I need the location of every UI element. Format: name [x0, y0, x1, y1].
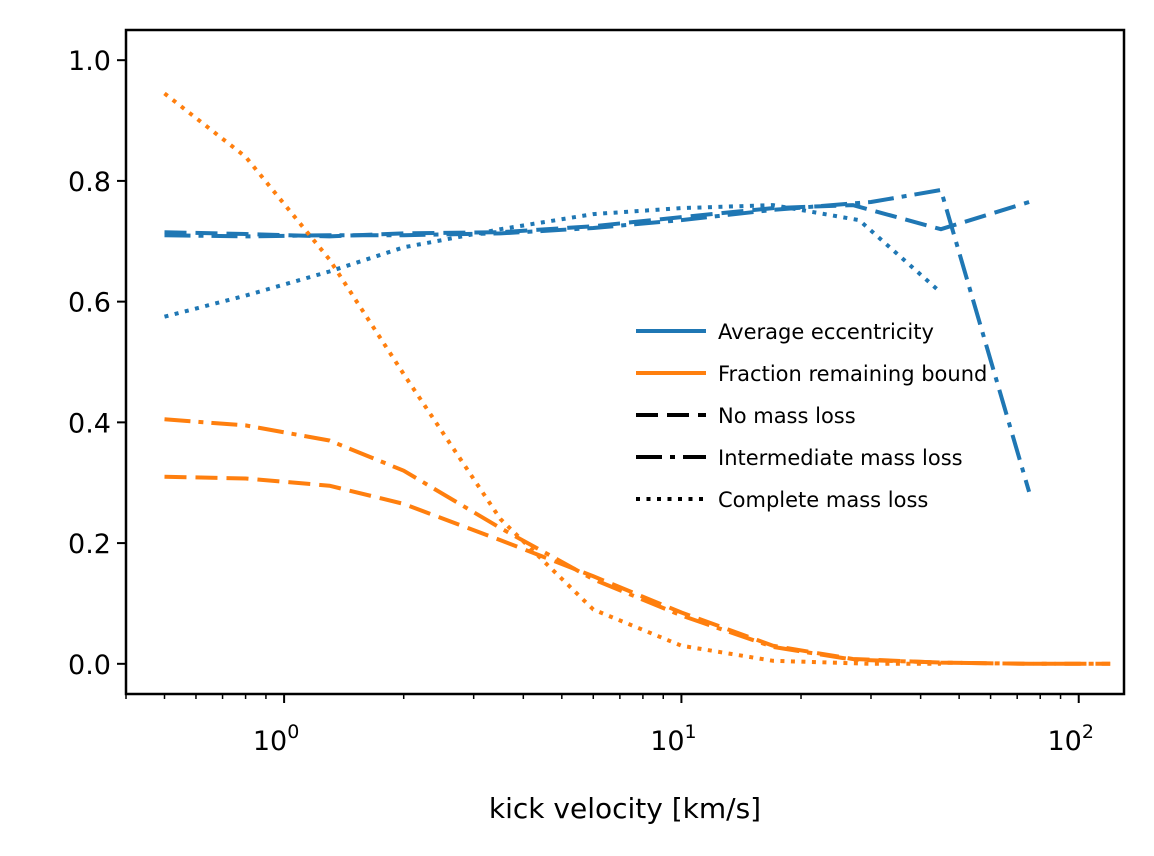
legend-label-0: Average eccentricity	[718, 320, 934, 344]
legend-label-4: Complete mass loss	[718, 488, 928, 512]
plot-frame	[124, 28, 1126, 696]
legend-label-1: Fraction remaining bound	[718, 362, 987, 386]
legend: Average eccentricity Fraction remaining b…	[636, 320, 987, 512]
legend-label-3: Intermediate mass loss	[718, 446, 963, 470]
x-axis-label: kick velocity [km/s]	[489, 792, 761, 825]
y-tick-label-2: 0.4	[68, 408, 111, 439]
legend-label-2: No mass loss	[718, 404, 856, 428]
y-tick-label-0: 0.0	[68, 650, 111, 681]
y-tick-label-4: 0.8	[68, 167, 111, 198]
series-line-0	[164, 200, 1030, 239]
y-tick-label-5: 1.0	[68, 46, 111, 77]
series-line-5	[163, 91, 941, 666]
series-line-4	[164, 417, 1111, 666]
y-tick-label-1: 0.2	[68, 529, 111, 560]
series-line-2	[163, 203, 943, 319]
series-line-1	[164, 188, 1032, 493]
y-tick-label-3: 0.6	[68, 288, 111, 319]
series-line-3	[164, 474, 1111, 666]
series-layer	[163, 91, 1111, 666]
